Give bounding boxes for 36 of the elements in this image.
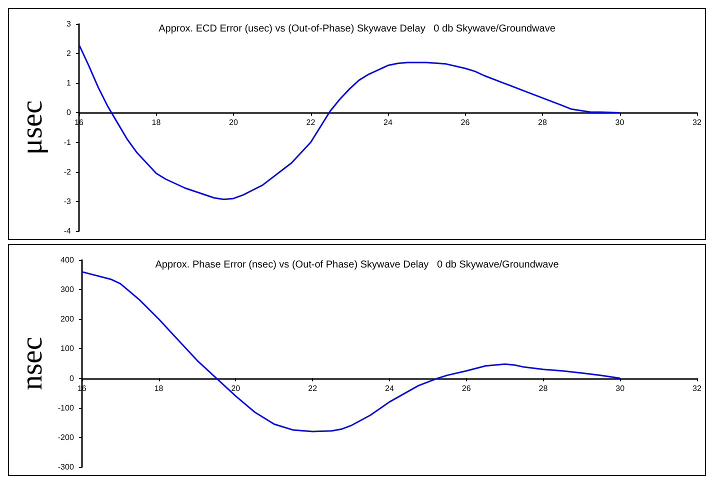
y-tick-label: 100 — [60, 344, 74, 354]
y-tick-label: 2 — [66, 49, 72, 58]
x-tick-label: 18 — [154, 384, 164, 393]
x-tick-label: 20 — [229, 118, 238, 128]
y-tick-label: -100 — [58, 403, 74, 412]
x-tick-label: 22 — [306, 118, 316, 128]
y-tick-label: -2 — [64, 167, 72, 176]
y-tick-label: 0 — [69, 374, 74, 383]
x-tick-label: 24 — [385, 384, 394, 393]
x-tick-label: 32 — [692, 384, 702, 393]
x-tick-label: 24 — [384, 118, 393, 128]
y-tick-label: 400 — [60, 256, 74, 264]
chart-title: Approx. ECD Error (usec) vs (Out-of-Phase) Skywave Delay 0 db Skywave/Groundwave — [158, 24, 556, 34]
x-tick-label: 32 — [692, 118, 702, 128]
y-tick-label: -1 — [64, 138, 72, 147]
x-tick-label: 22 — [308, 384, 318, 393]
x-tick-label: 28 — [538, 384, 548, 393]
y-axis-title: nsec — [16, 336, 48, 390]
y-tick-label: 1 — [66, 78, 72, 88]
x-tick-label: 30 — [616, 384, 626, 393]
y-axis-title: μsec — [16, 100, 48, 155]
x-tick-label: 20 — [231, 384, 241, 393]
y-tick-label: 3 — [66, 20, 72, 28]
y-tick-label: -200 — [58, 432, 74, 442]
y-tick-label: 0 — [66, 108, 72, 118]
y-tick-label: -3 — [64, 196, 72, 206]
y-tick-label: -4 — [64, 226, 72, 236]
x-tick-label: 30 — [615, 118, 625, 128]
x-tick-label: 18 — [152, 118, 162, 128]
y-tick-label: 300 — [60, 285, 74, 294]
chart-title: Approx. Phase Error (nsec) vs (Out-of Phase) Skywave Delay 0 db Skywave/Groundwave — [155, 260, 560, 270]
y-tick-label: 200 — [60, 314, 74, 324]
x-tick-label: 26 — [462, 384, 472, 393]
x-tick-label: 26 — [460, 118, 470, 128]
y-tick-label: -300 — [58, 462, 74, 472]
x-tick-label: 28 — [538, 118, 548, 128]
